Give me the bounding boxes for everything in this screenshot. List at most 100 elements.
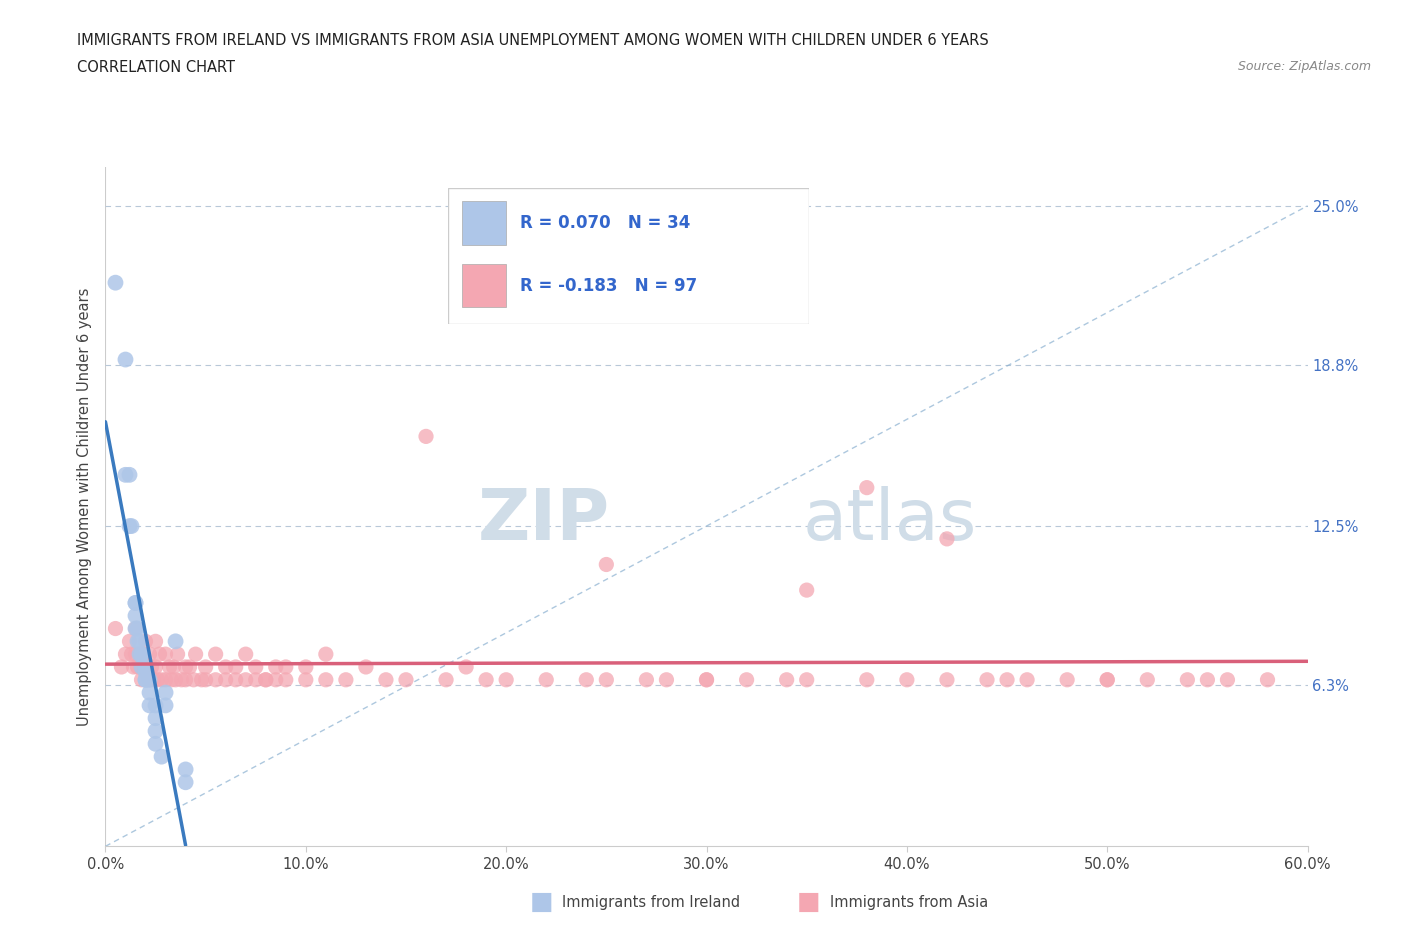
- Point: [155, 646, 177, 661]
- Point: [118, 634, 141, 649]
- Point: [214, 659, 236, 674]
- Point: [179, 659, 201, 674]
- Point: [183, 672, 205, 687]
- Point: [796, 672, 818, 687]
- Point: [194, 672, 217, 687]
- Point: [145, 698, 167, 712]
- Point: [315, 672, 337, 687]
- Point: [264, 659, 287, 674]
- Point: [534, 672, 557, 687]
- Point: [114, 646, 136, 661]
- Point: [225, 659, 247, 674]
- Point: [415, 429, 437, 444]
- Point: [135, 634, 157, 649]
- Point: [174, 762, 197, 777]
- Point: [1017, 672, 1039, 687]
- Point: [174, 775, 197, 790]
- Point: [132, 646, 155, 661]
- Point: [127, 634, 149, 649]
- Point: [131, 659, 153, 674]
- Point: [1097, 672, 1119, 687]
- Point: [575, 672, 598, 687]
- Text: Source: ZipAtlas.com: Source: ZipAtlas.com: [1237, 60, 1371, 73]
- Point: [124, 595, 146, 610]
- Point: [595, 672, 617, 687]
- Point: [131, 672, 153, 687]
- Point: [274, 672, 297, 687]
- Point: [124, 646, 146, 661]
- Point: [776, 672, 799, 687]
- Point: [184, 646, 207, 661]
- Point: [160, 672, 183, 687]
- Point: [121, 519, 143, 534]
- Point: [114, 468, 136, 483]
- Text: IMMIGRANTS FROM IRELAND VS IMMIGRANTS FROM ASIA UNEMPLOYMENT AMONG WOMEN WITH CH: IMMIGRANTS FROM IRELAND VS IMMIGRANTS FR…: [77, 33, 988, 47]
- Point: [118, 519, 141, 534]
- Point: [434, 672, 457, 687]
- Y-axis label: Unemployment Among Women with Children Under 6 years: Unemployment Among Women with Children U…: [77, 287, 93, 726]
- Point: [245, 659, 267, 674]
- Point: [165, 672, 187, 687]
- Point: [1177, 672, 1199, 687]
- Point: [254, 672, 277, 687]
- Point: [114, 352, 136, 367]
- Point: [274, 659, 297, 674]
- Point: [155, 685, 177, 700]
- Point: [150, 672, 173, 687]
- Point: [995, 672, 1018, 687]
- Point: [655, 672, 678, 687]
- Point: [174, 672, 197, 687]
- Point: [1257, 672, 1279, 687]
- Point: [118, 468, 141, 483]
- Point: [122, 659, 145, 674]
- Point: [204, 646, 226, 661]
- Point: [245, 672, 267, 687]
- Point: [145, 634, 167, 649]
- Point: [135, 659, 157, 674]
- Text: ZIP: ZIP: [478, 486, 610, 555]
- Text: Immigrants from Asia: Immigrants from Asia: [830, 895, 988, 910]
- Point: [475, 672, 498, 687]
- Point: [315, 646, 337, 661]
- Point: [138, 698, 160, 712]
- Point: [855, 480, 877, 495]
- Point: [174, 659, 197, 674]
- Point: [214, 672, 236, 687]
- Point: [124, 608, 146, 623]
- Point: [104, 621, 127, 636]
- Point: [124, 595, 146, 610]
- Point: [128, 646, 150, 661]
- Point: [354, 659, 377, 674]
- Text: CORRELATION CHART: CORRELATION CHART: [77, 60, 235, 75]
- Point: [141, 659, 163, 674]
- Point: [204, 672, 226, 687]
- Point: [135, 665, 157, 680]
- Point: [135, 672, 157, 687]
- Point: [145, 659, 167, 674]
- Point: [190, 672, 212, 687]
- Point: [145, 737, 167, 751]
- Point: [235, 672, 257, 687]
- Point: [1197, 672, 1219, 687]
- Point: [155, 672, 177, 687]
- Point: [138, 672, 160, 687]
- Point: [395, 672, 418, 687]
- Point: [127, 659, 149, 674]
- Point: [1056, 672, 1078, 687]
- Point: [128, 646, 150, 661]
- Point: [454, 659, 477, 674]
- Text: Immigrants from Ireland: Immigrants from Ireland: [562, 895, 741, 910]
- Point: [131, 659, 153, 674]
- Point: [121, 646, 143, 661]
- Point: [146, 672, 169, 687]
- Point: [138, 646, 160, 661]
- Point: [135, 659, 157, 674]
- Point: [295, 659, 318, 674]
- Point: [335, 672, 357, 687]
- Point: [165, 634, 187, 649]
- Point: [1216, 672, 1239, 687]
- Point: [170, 672, 193, 687]
- Point: [124, 621, 146, 636]
- Point: [138, 685, 160, 700]
- Point: [124, 621, 146, 636]
